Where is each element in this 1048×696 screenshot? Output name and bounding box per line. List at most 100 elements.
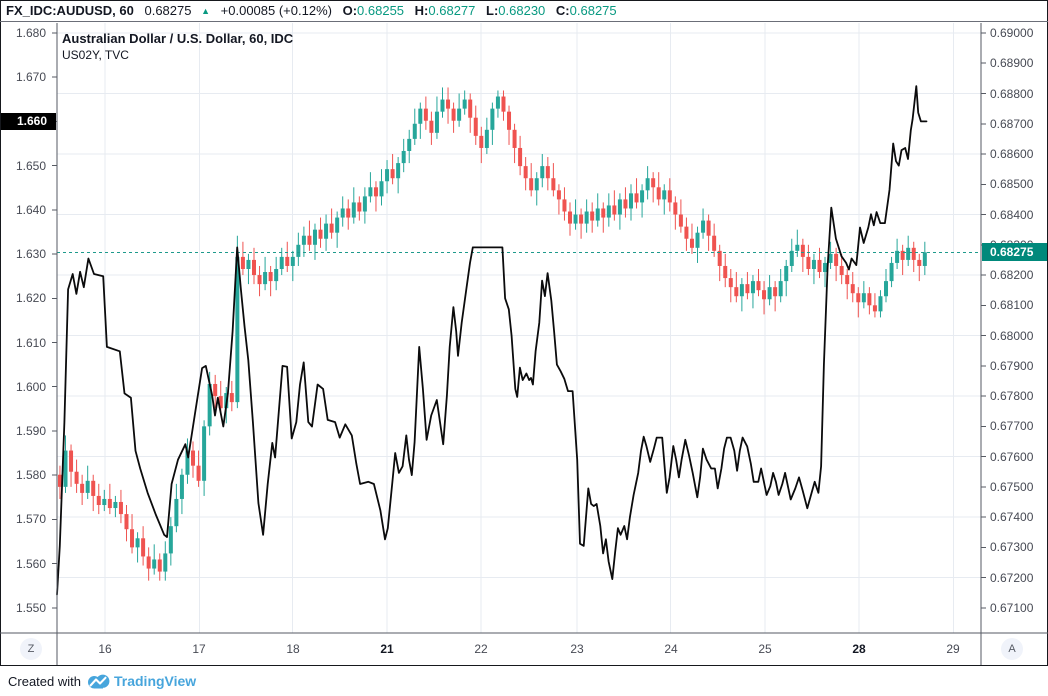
- candle-body: [501, 96, 506, 112]
- tradingview-wordmark[interactable]: TradingView: [113, 673, 197, 689]
- candle-body: [157, 559, 162, 572]
- candle-body: [922, 252, 927, 266]
- candle-body: [651, 178, 656, 188]
- candle-body: [179, 474, 184, 499]
- candle-body: [789, 250, 794, 266]
- low-value: 0.68230: [498, 3, 546, 18]
- time-scale[interactable]: Z A 16 17 18 21 22 23 24 25 28 29: [0, 633, 1048, 665]
- last-price: 0.68275: [144, 3, 192, 18]
- price-change: +0.00085 (+0.12%): [220, 3, 332, 18]
- candle-body: [329, 223, 334, 233]
- right-axis-tick: 0.69000: [990, 26, 1034, 40]
- candle-body: [872, 305, 877, 312]
- candle-body: [678, 214, 683, 227]
- right-axis-tick: 0.67500: [990, 480, 1034, 494]
- candle-body: [606, 205, 611, 218]
- left-axis-tick: 1.640: [15, 203, 46, 217]
- open-label: O:: [342, 3, 358, 18]
- candle-body: [357, 202, 362, 212]
- us02y-line: [56, 85, 928, 596]
- left-axis-tick: 1.630: [15, 247, 46, 261]
- candle-body: [800, 244, 805, 257]
- candle-body: [895, 250, 900, 263]
- candle-body: [662, 190, 667, 200]
- candle-body: [556, 190, 561, 200]
- chart-legend[interactable]: Australian Dollar / U.S. Dollar, 60, IDC…: [62, 30, 293, 63]
- right-axis-tick: 0.68000: [990, 329, 1034, 343]
- right-axis-tick: 0.67400: [990, 510, 1034, 524]
- close-label: C:: [555, 3, 570, 18]
- right-axis-tick: 0.68400: [990, 208, 1034, 222]
- auto-scale-button[interactable]: A: [1001, 638, 1023, 660]
- candle-body: [612, 205, 617, 215]
- time-axis-label: 18: [286, 642, 300, 656]
- candle-body: [473, 117, 478, 136]
- low-label: L:: [486, 3, 499, 18]
- candle-body: [845, 275, 850, 285]
- left-axis-tick: 1.670: [15, 70, 46, 84]
- candle-body: [684, 226, 689, 239]
- candle-body: [717, 250, 722, 266]
- candle-body: [850, 284, 855, 294]
- candle-body: [351, 202, 356, 218]
- candle-body: [828, 253, 833, 263]
- candle-body: [884, 281, 889, 297]
- time-axis-label: 29: [946, 642, 960, 656]
- high-value: 0.68277: [428, 3, 476, 18]
- candle-body: [301, 235, 306, 245]
- candle-body: [484, 129, 489, 148]
- candle-body: [823, 262, 828, 273]
- candle-body: [656, 187, 661, 200]
- candle-body: [762, 290, 767, 300]
- left-axis-tick: 1.600: [15, 380, 46, 394]
- candle-body: [839, 265, 844, 276]
- right-axis-tick: 0.68900: [990, 56, 1034, 70]
- candle-body: [645, 178, 650, 191]
- candle-body: [185, 450, 190, 475]
- timezone-button[interactable]: Z: [20, 638, 42, 660]
- left-axis-tick: 1.590: [15, 424, 46, 438]
- left-axis-tick: 1.570: [15, 512, 46, 526]
- candle-body: [296, 244, 301, 257]
- right-price-scale[interactable]: 0.69000 0.68900 0.68800 0.68700 0.68600 0.685…: [981, 23, 1048, 633]
- candle-body: [689, 238, 694, 248]
- legend-main-series[interactable]: Australian Dollar / U.S. Dollar, 60, IDC: [62, 31, 294, 46]
- tradingview-logo-icon[interactable]: [87, 673, 111, 690]
- candle-body: [396, 163, 401, 179]
- candle-body: [213, 383, 218, 397]
- candle-body: [479, 135, 484, 148]
- candle-body: [584, 211, 589, 224]
- candle-body: [324, 223, 329, 239]
- candle-body: [917, 259, 922, 266]
- left-axis-tick: 1.680: [15, 26, 46, 40]
- up-triangle-icon: ▲: [201, 6, 211, 16]
- left-axis-tick: 1.580: [15, 468, 46, 482]
- candle-body: [174, 498, 179, 527]
- candle-body: [601, 208, 606, 218]
- candle-body: [573, 214, 578, 224]
- right-axis-tick: 0.68800: [990, 87, 1034, 101]
- candle-body: [523, 166, 528, 179]
- candle-body: [723, 265, 728, 279]
- candle-body: [889, 262, 894, 282]
- candle-body: [118, 501, 123, 515]
- candle-body: [418, 108, 423, 124]
- candle-body: [207, 383, 212, 427]
- left-price-scale[interactable]: 1.680 1.670 1.660 1.650 1.640 1.630 1.620 1.610…: [0, 23, 57, 633]
- candle-body: [251, 259, 256, 276]
- candle-body: [85, 480, 90, 493]
- candle-body: [617, 199, 622, 215]
- candle-body: [623, 199, 628, 209]
- candle-body: [240, 256, 245, 269]
- candle-body: [202, 426, 207, 481]
- candle-body: [346, 208, 351, 218]
- legend-overlay-series[interactable]: US02Y, TVC: [62, 48, 129, 62]
- candle-body: [191, 450, 196, 466]
- candle-body: [307, 235, 312, 245]
- candle-body: [257, 275, 262, 285]
- candle-body: [91, 480, 96, 496]
- candle-body: [451, 108, 456, 121]
- candle-body: [734, 287, 739, 297]
- candle-body: [595, 208, 600, 221]
